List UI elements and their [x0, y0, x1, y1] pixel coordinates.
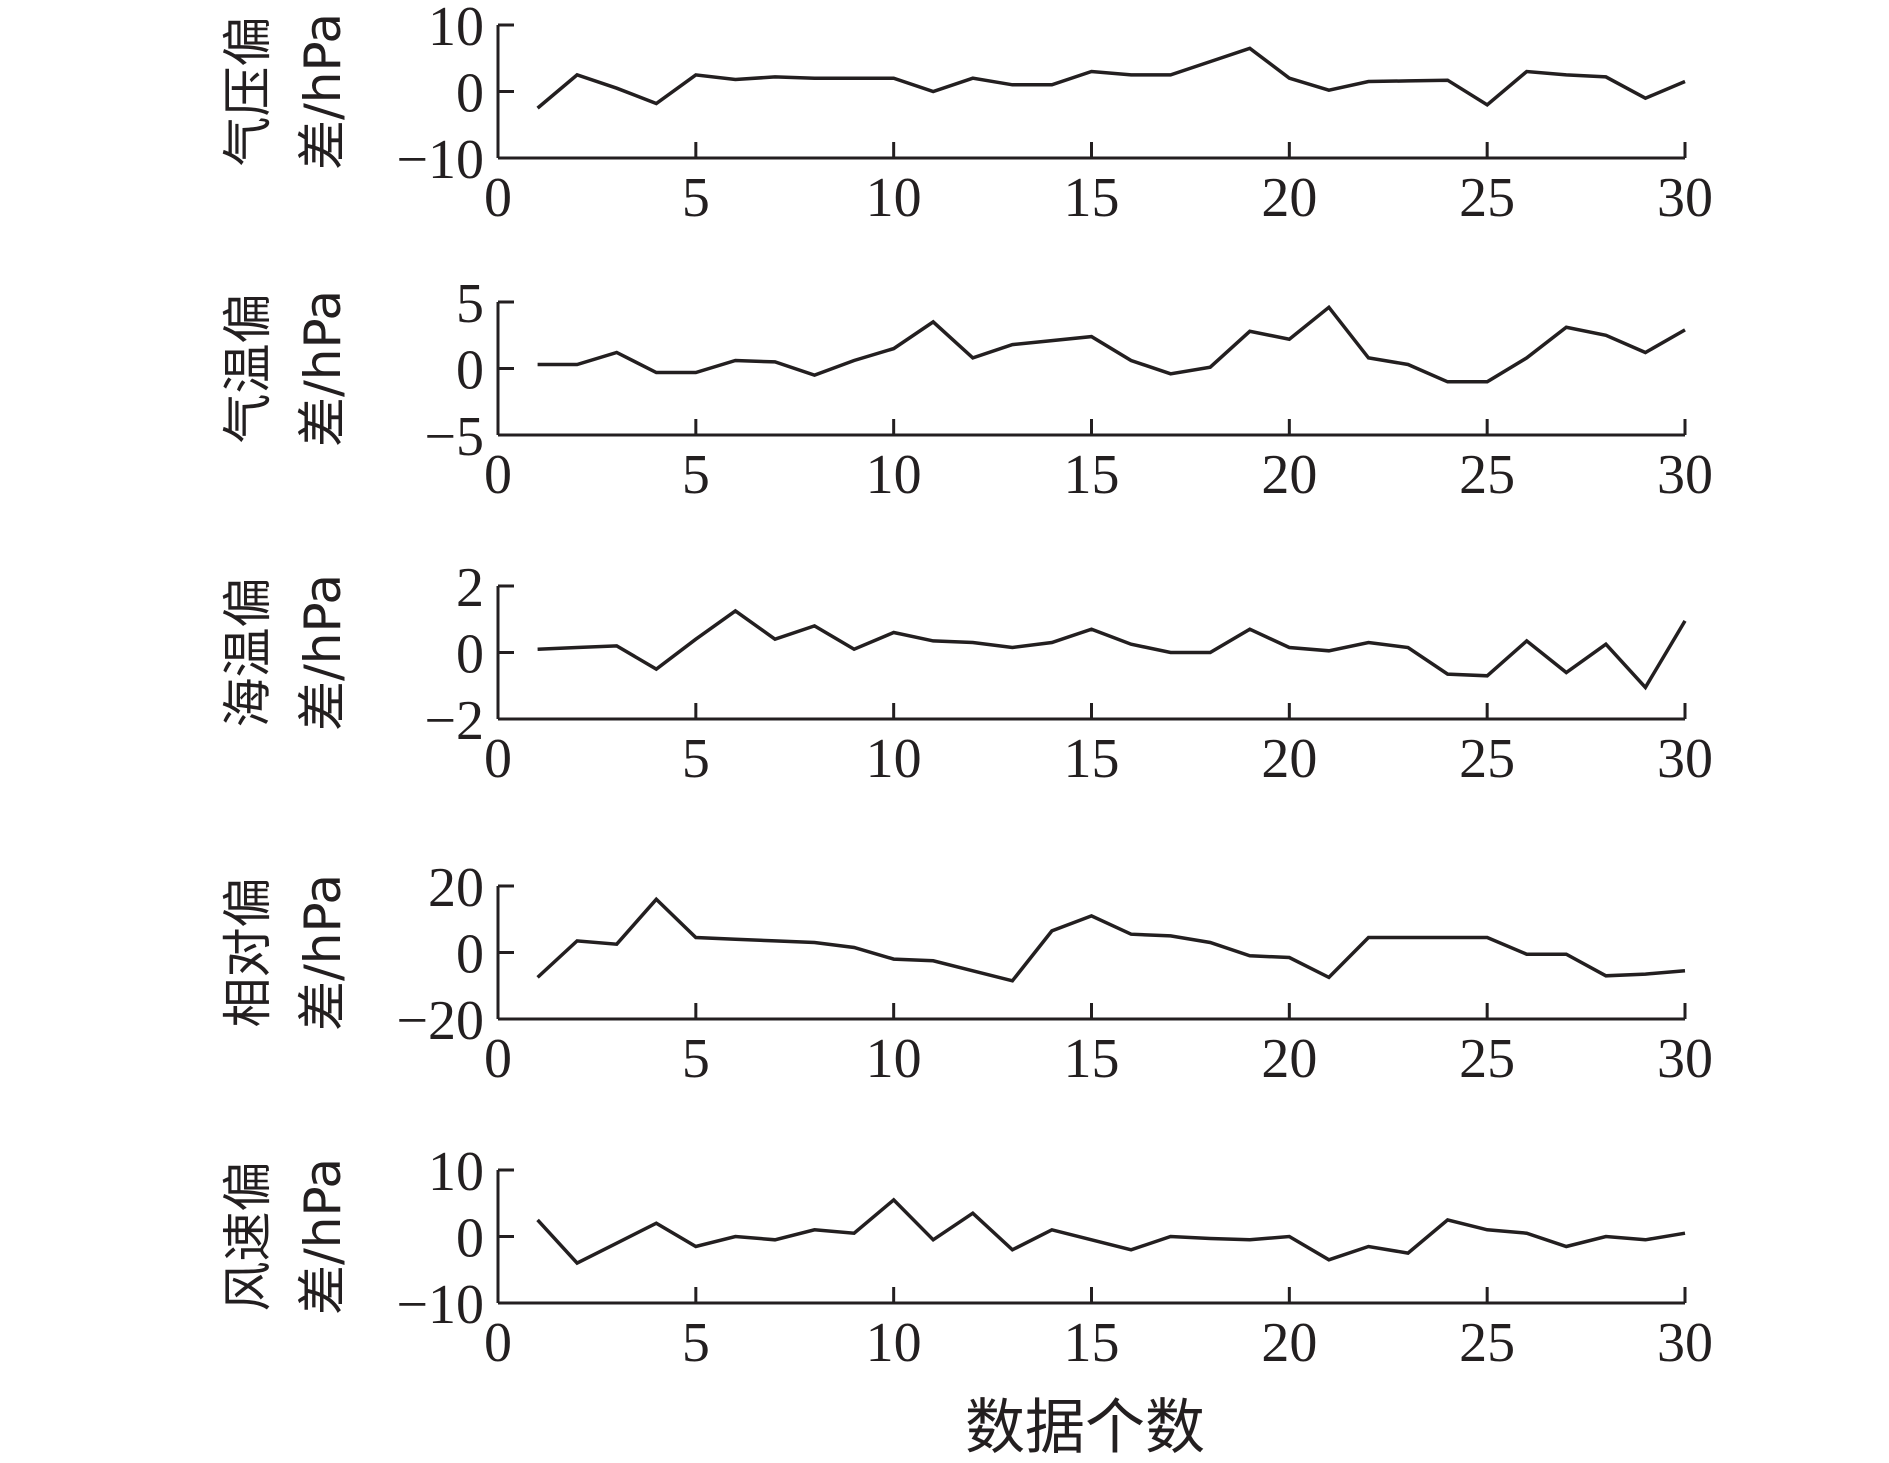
series-line	[537, 608, 1687, 691]
y-tick-label: −2	[424, 690, 484, 752]
x-tick-label: 30	[1657, 728, 1713, 790]
y-axis-label-line1: 气压偏	[219, 17, 277, 167]
x-tick-label: 0	[484, 167, 512, 229]
x-tick-label: 15	[1064, 1312, 1120, 1374]
x-tick-label: 30	[1657, 1312, 1713, 1374]
x-tick-label: 0	[484, 1028, 512, 1090]
y-axis-label-line1: 风速偏	[219, 1162, 277, 1312]
x-tick-label: 10	[866, 1312, 922, 1374]
y-axis-label-line2: 差/hPa	[294, 574, 352, 731]
x-tick-label: 15	[1064, 444, 1120, 506]
x-tick-label: 25	[1459, 1312, 1515, 1374]
x-tick-label: 5	[682, 167, 710, 229]
x-tick-label: 5	[682, 1028, 710, 1090]
x-tick-label: 0	[484, 444, 512, 506]
x-tick-label: 20	[1261, 167, 1317, 229]
y-tick-label: −20	[396, 990, 484, 1052]
y-axis-label-line1: 气温偏	[219, 294, 277, 444]
y-tick-label: 0	[456, 1208, 484, 1270]
x-tick-label: 10	[866, 167, 922, 229]
x-tick-label: 10	[866, 1028, 922, 1090]
x-tick-label: 15	[1064, 1028, 1120, 1090]
y-tick-label: 20	[428, 857, 484, 919]
x-tick-label: 5	[682, 444, 710, 506]
x-tick-label: 0	[484, 1312, 512, 1374]
y-tick-label: 0	[456, 924, 484, 986]
y-tick-label: 0	[456, 624, 484, 686]
x-tick-label: 20	[1261, 444, 1317, 506]
x-tick-label: 15	[1064, 728, 1120, 790]
series-line	[536, 46, 1686, 110]
y-tick-label: 2	[456, 557, 484, 619]
y-tick-label: −10	[396, 1274, 484, 1336]
x-tick-label: 25	[1459, 1028, 1515, 1090]
x-tick-label: 5	[682, 1312, 710, 1374]
x-tick-label: 25	[1459, 728, 1515, 790]
x-tick-label: 5	[682, 728, 710, 790]
x-tick-label: 25	[1459, 444, 1515, 506]
x-tick-label: 30	[1657, 1028, 1713, 1090]
y-axis-label-line2: 差/hPa	[294, 290, 352, 447]
x-tick-label: 20	[1261, 1028, 1317, 1090]
x-axis-label: 数据个数	[965, 1393, 1205, 1463]
x-tick-label: 0	[484, 728, 512, 790]
y-tick-label: 0	[456, 340, 484, 402]
y-axis-label-line2: 差/hPa	[294, 13, 352, 170]
series-line	[537, 304, 1686, 384]
series-line	[536, 1197, 1686, 1266]
x-tick-label: 30	[1657, 167, 1713, 229]
x-tick-label: 30	[1657, 444, 1713, 506]
y-axis-label-line1: 海温偏	[219, 578, 277, 728]
y-axis-label-line2: 差/hPa	[294, 874, 352, 1031]
x-tick-label: 10	[866, 728, 922, 790]
series-line	[536, 896, 1686, 983]
y-axis-label-line1: 相对偏	[219, 878, 277, 1028]
y-axis-label-line2: 差/hPa	[294, 1158, 352, 1315]
y-tick-label: 0	[456, 63, 484, 125]
y-tick-label: −10	[396, 129, 484, 191]
x-tick-label: 10	[866, 444, 922, 506]
x-tick-label: 15	[1064, 167, 1120, 229]
y-tick-label: 10	[428, 0, 484, 58]
y-tick-label: 5	[456, 273, 484, 335]
y-tick-label: −5	[424, 406, 484, 468]
y-tick-label: 10	[428, 1141, 484, 1203]
x-tick-label: 20	[1261, 728, 1317, 790]
x-tick-label: 25	[1459, 167, 1515, 229]
x-tick-label: 20	[1261, 1312, 1317, 1374]
